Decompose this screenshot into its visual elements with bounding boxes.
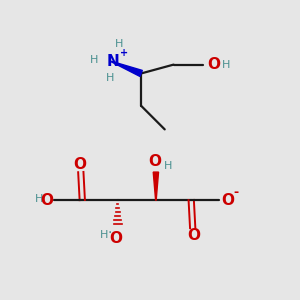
Text: O: O	[208, 57, 221, 72]
Text: H: H	[35, 194, 43, 204]
Text: ·: ·	[107, 226, 112, 240]
Text: O: O	[188, 228, 201, 243]
Polygon shape	[112, 61, 142, 76]
Text: H: H	[221, 60, 230, 70]
Text: O: O	[221, 193, 234, 208]
Text: O: O	[148, 154, 161, 169]
Text: O: O	[110, 231, 123, 246]
Text: O: O	[73, 157, 86, 172]
Text: H: H	[115, 39, 123, 49]
Text: O: O	[40, 193, 53, 208]
Text: N: N	[107, 54, 120, 69]
Text: H: H	[164, 160, 172, 171]
Text: +: +	[120, 48, 128, 59]
Text: H: H	[106, 73, 114, 83]
Polygon shape	[153, 172, 158, 200]
Text: H: H	[100, 230, 108, 239]
Text: H: H	[90, 55, 98, 65]
Text: -: -	[234, 186, 239, 199]
